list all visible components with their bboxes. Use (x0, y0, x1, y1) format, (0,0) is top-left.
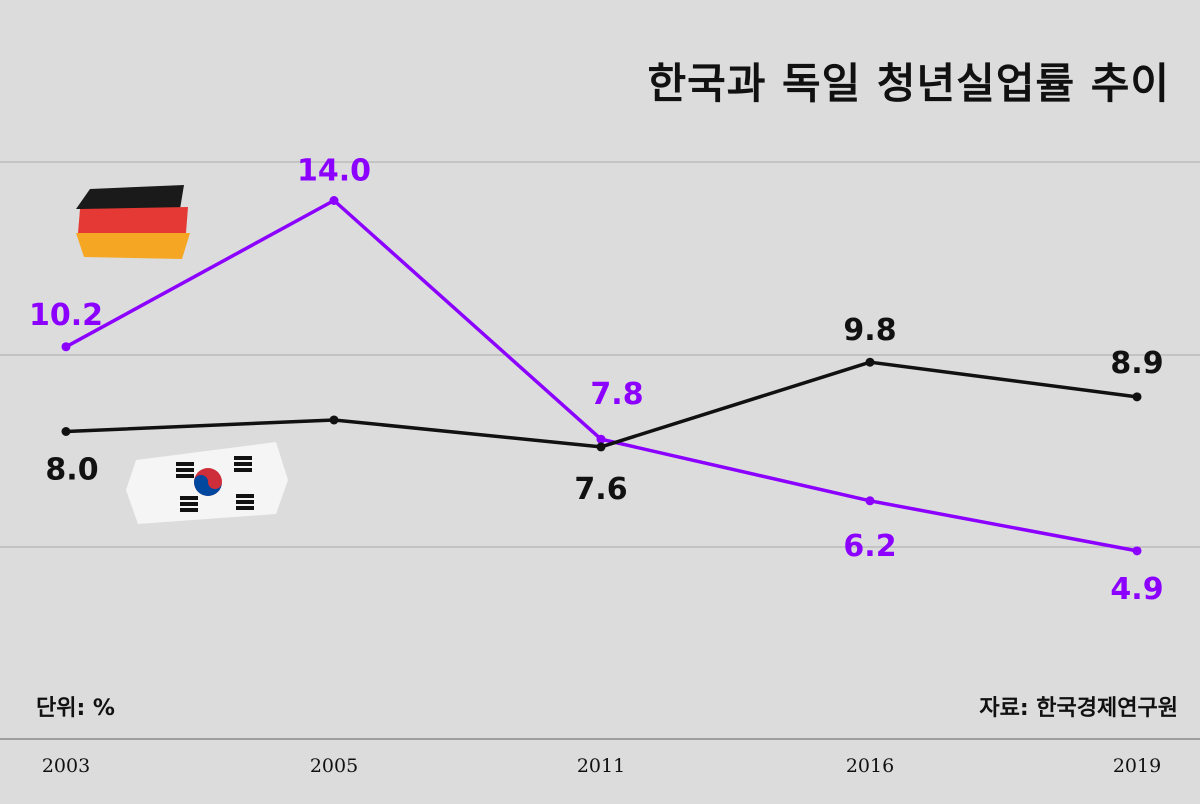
data-point-germany (865, 496, 875, 506)
data-point-germany (1132, 546, 1142, 556)
data-point-korea (1132, 392, 1142, 402)
data-label-korea: 7.6 (574, 472, 627, 507)
x-tick-label: 2016 (846, 755, 894, 777)
data-point-korea (865, 357, 875, 367)
data-point-korea (596, 442, 606, 452)
germany-flag-icon (76, 185, 190, 259)
data-label-germany: 14.0 (297, 154, 371, 189)
data-label-korea: 8.0 (45, 453, 98, 488)
data-point-germany (61, 342, 71, 352)
data-point-germany (329, 196, 339, 205)
korea-flag-icon (126, 442, 288, 524)
data-label-germany: 4.9 (1110, 572, 1163, 607)
x-tick-label: 2011 (577, 755, 625, 777)
x-tick-label: 2019 (1113, 755, 1161, 777)
data-point-korea (329, 415, 339, 425)
x-tick-label: 2003 (42, 755, 90, 777)
data-point-germany (596, 434, 606, 444)
x-tick-label: 2005 (310, 755, 358, 777)
source-label: 자료: 한국경제연구원 (979, 696, 1178, 721)
data-label-germany: 7.8 (590, 377, 643, 412)
chart-title: 한국과 독일 청년실업률 추이 (647, 59, 1170, 108)
unit-label: 단위: % (36, 696, 115, 721)
data-label-germany: 10.2 (29, 298, 103, 333)
data-point-korea (61, 427, 71, 436)
data-label-korea: 9.8 (843, 313, 896, 348)
data-label-korea: 8.9 (1110, 346, 1163, 381)
data-label-germany: 6.2 (843, 529, 896, 564)
